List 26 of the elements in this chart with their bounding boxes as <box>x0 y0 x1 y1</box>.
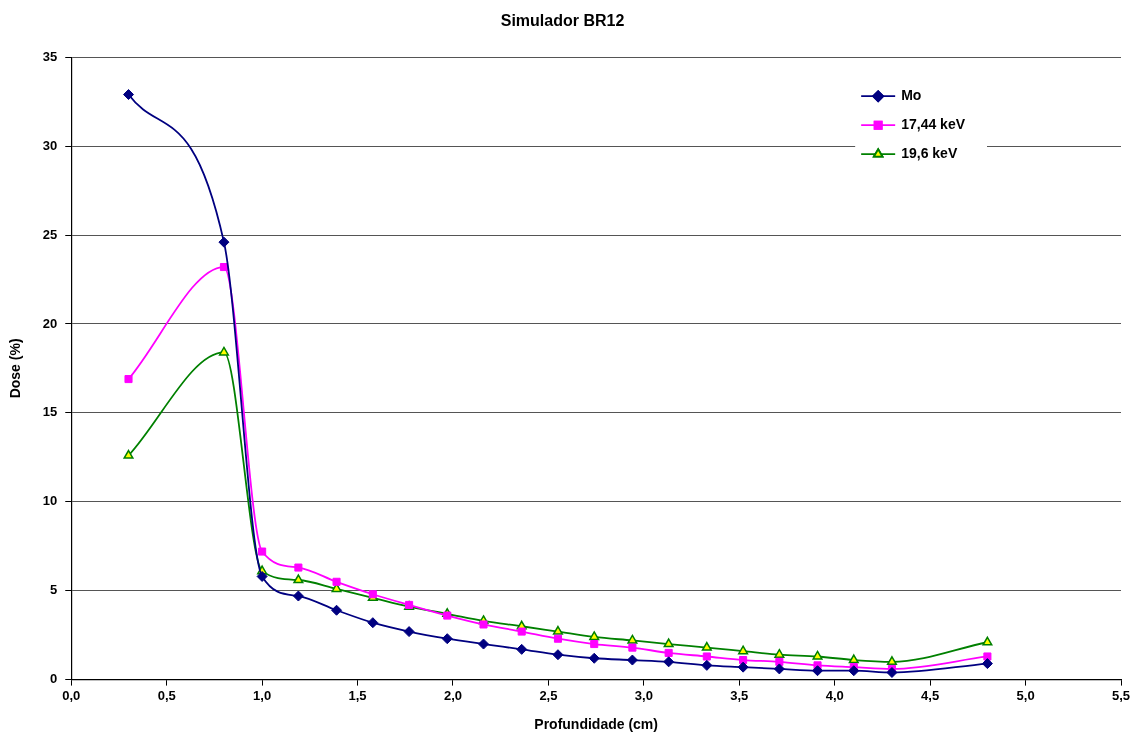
x-tick-label: 3,0 <box>634 687 653 703</box>
legend-label: Mo <box>901 87 922 104</box>
legend-label: 17,44 keV <box>901 116 966 133</box>
x-tick-label: 4,5 <box>921 687 940 703</box>
y-tick-label: 20 <box>42 315 58 331</box>
x-tick-label: 2,5 <box>539 687 558 703</box>
x-tick-label: 1,5 <box>348 687 367 703</box>
y-tick-label: 15 <box>42 404 58 420</box>
y-tick-label: 0 <box>50 671 58 687</box>
chart-title: Simulador BR12 <box>500 12 625 30</box>
x-tick-label: 2,0 <box>443 687 463 703</box>
x-tick-label: 3,5 <box>730 687 749 703</box>
legend-label: 19,6 keV <box>901 145 958 162</box>
x-tick-label: 5,0 <box>1016 687 1035 703</box>
x-tick-label: 1,0 <box>253 687 272 703</box>
y-tick-label: 35 <box>42 48 58 64</box>
x-tick-label: 0,5 <box>157 687 176 703</box>
x-tick-label: 5,5 <box>1111 687 1131 703</box>
y-tick-label: 25 <box>42 226 58 242</box>
x-axis-title: Profundidade (cm) <box>534 716 658 733</box>
y-tick-label: 30 <box>42 137 58 153</box>
y-tick-label: 10 <box>42 493 58 509</box>
x-tick-label: 4,0 <box>825 687 844 703</box>
y-axis-title: Dose (%) <box>7 338 24 399</box>
y-tick-label: 5 <box>50 582 58 598</box>
x-tick-label: 0,0 <box>62 687 81 703</box>
